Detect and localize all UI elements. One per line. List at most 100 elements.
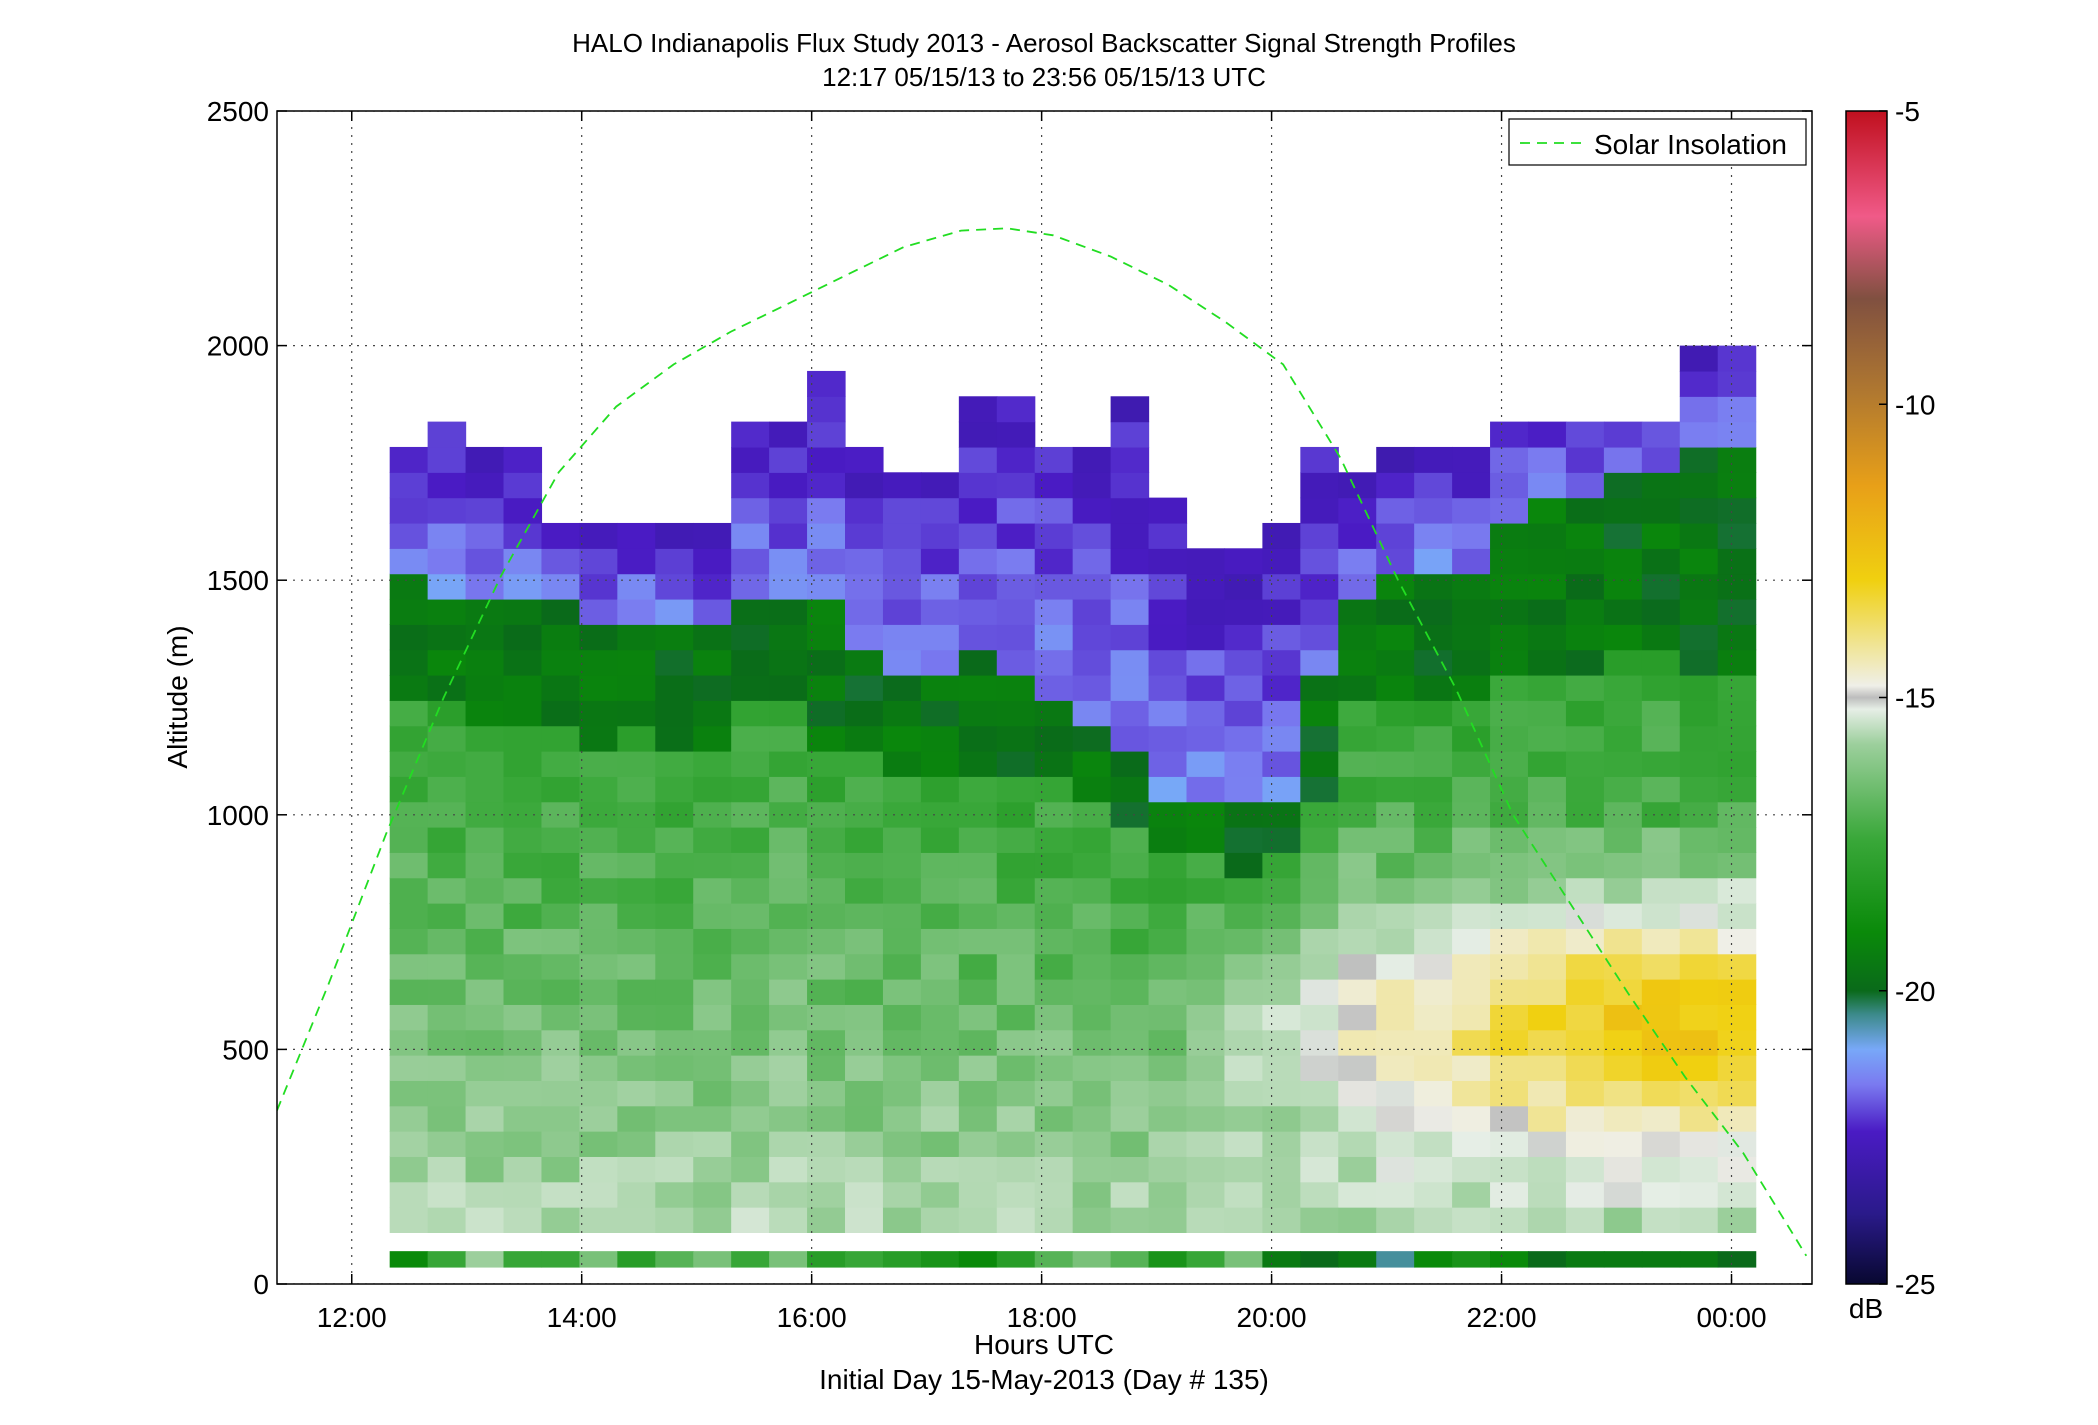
- heatmap-cell: [958, 1207, 998, 1233]
- heatmap-cell: [1072, 1207, 1112, 1233]
- heatmap-cell: [1034, 1207, 1074, 1233]
- heatmap-cell: [1034, 1131, 1074, 1157]
- legend: Solar Insolation: [1508, 118, 1807, 166]
- heatmap-ground-cell: [1300, 1251, 1339, 1268]
- heatmap-cell: [1186, 1029, 1226, 1056]
- heatmap-cell: [1490, 649, 1529, 676]
- heatmap-cell: [1679, 725, 1719, 752]
- heatmap-cell: [1300, 928, 1339, 955]
- heatmap-cell: [1186, 928, 1226, 955]
- heatmap-cell: [1186, 1004, 1226, 1031]
- heatmap-cell: [1072, 877, 1112, 904]
- heatmap-cell: [693, 1004, 732, 1031]
- heatmap-cell: [1376, 1080, 1415, 1107]
- heatmap-cell: [1527, 700, 1567, 727]
- heatmap-cell: [1414, 1080, 1453, 1107]
- heatmap-cell: [1717, 1181, 1757, 1208]
- heatmap-cell: [807, 928, 846, 955]
- heatmap-cell: [1414, 1207, 1453, 1233]
- heatmap-cell: [1300, 472, 1339, 499]
- heatmap-cell: [1414, 446, 1453, 473]
- heatmap-cell: [1376, 1004, 1415, 1031]
- heatmap-cell: [1110, 472, 1150, 499]
- heatmap-cell: [1641, 700, 1681, 727]
- heatmap-cell: [1034, 649, 1074, 676]
- heatmap-cell: [617, 903, 656, 929]
- heatmap-cell: [1414, 1156, 1453, 1183]
- heatmap-cell: [882, 624, 922, 651]
- heatmap-cell: [807, 624, 846, 651]
- heatmap-cell: [465, 1156, 505, 1183]
- heatmap-cell: [1565, 573, 1605, 600]
- heatmap-cell: [1376, 700, 1415, 727]
- colorbar: -25 -20 -15 -10 -5 dB: [1845, 96, 1935, 1324]
- y-tick-label: 2000: [207, 331, 269, 362]
- heatmap-cell: [882, 1156, 922, 1183]
- heatmap-cell: [1717, 396, 1757, 423]
- heatmap-cell: [1110, 852, 1150, 879]
- heatmap-cell: [617, 573, 656, 600]
- heatmap-cell: [1376, 624, 1415, 651]
- heatmap-cell: [503, 1105, 543, 1132]
- heatmap-cell: [996, 979, 1036, 1005]
- heatmap-cell: [1110, 776, 1150, 803]
- heatmap-cell: [996, 750, 1036, 777]
- heatmap-cell: [465, 1055, 505, 1081]
- heatmap-cell: [1565, 725, 1605, 752]
- heatmap-ground-cell: [1376, 1251, 1415, 1268]
- heatmap-cell: [541, 522, 581, 549]
- heatmap-cell: [1300, 522, 1339, 549]
- heatmap-cell: [1376, 877, 1415, 904]
- heatmap-cell: [1490, 1055, 1529, 1081]
- heatmap-cell: [1072, 776, 1112, 803]
- heatmap-cell: [731, 573, 770, 600]
- heatmap-cell: [1110, 877, 1150, 904]
- heatmap-cell: [1679, 421, 1719, 448]
- heatmap-cell: [1717, 649, 1757, 676]
- heatmap-cell: [1072, 598, 1112, 625]
- heatmap-cell: [1490, 953, 1529, 980]
- heatmap-cell: [1376, 826, 1415, 853]
- heatmap-cell: [996, 548, 1036, 575]
- heatmap-cell: [1717, 548, 1757, 575]
- heatmap-cell: [579, 1181, 618, 1208]
- heatmap-cell: [1679, 700, 1719, 727]
- heatmap-cell: [541, 548, 581, 575]
- heatmap-cell: [465, 852, 505, 879]
- heatmap-cell: [1452, 1080, 1491, 1107]
- heatmap-cell: [1300, 1004, 1339, 1031]
- heatmap-cell: [427, 1105, 467, 1132]
- heatmap-cell: [1452, 598, 1491, 625]
- heatmap-cell: [1224, 776, 1263, 803]
- heatmap-cell: [731, 598, 770, 625]
- heatmap-cell: [1262, 548, 1301, 575]
- heatmap-cell: [427, 472, 467, 499]
- legend-entry-solar-insolation: Solar Insolation: [1594, 129, 1787, 160]
- heatmap-cell: [1565, 750, 1605, 777]
- heatmap-cell: [1452, 826, 1491, 853]
- heatmap-cell: [1262, 877, 1301, 904]
- heatmap-cell: [617, 1004, 656, 1031]
- heatmap-cell: [1072, 446, 1112, 473]
- heatmap-cell: [655, 1156, 694, 1183]
- heatmap-cell: [1490, 548, 1529, 575]
- heatmap-cell: [1224, 725, 1263, 752]
- heatmap-cell: [465, 1029, 505, 1056]
- heatmap-cell: [845, 826, 884, 853]
- heatmap-cell: [1490, 1131, 1529, 1157]
- heatmap-cell: [617, 674, 656, 701]
- heatmap-cell: [1452, 725, 1491, 752]
- heatmap-cell: [1452, 979, 1491, 1005]
- heatmap-cell: [1148, 1055, 1188, 1081]
- heatmap-cell: [465, 953, 505, 980]
- heatmap-cell: [503, 1080, 543, 1107]
- heatmap-cell: [1072, 725, 1112, 752]
- heatmap-cell: [1338, 472, 1377, 499]
- heatmap-cell: [1338, 826, 1377, 853]
- heatmap-cell: [1527, 750, 1567, 777]
- heatmap-cell: [465, 1131, 505, 1157]
- heatmap-cell: [731, 522, 770, 549]
- heatmap-cell: [1641, 877, 1681, 904]
- heatmap-cell: [996, 852, 1036, 879]
